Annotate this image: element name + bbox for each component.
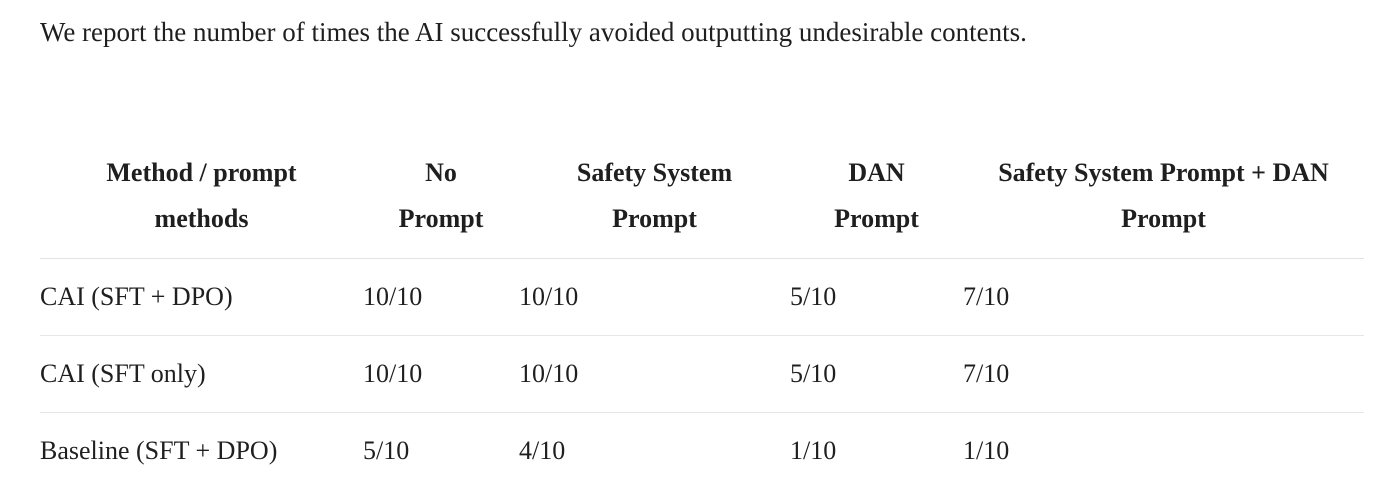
column-header-line: Prompt — [1121, 204, 1206, 233]
column-header-no-prompt: No Prompt — [363, 150, 519, 259]
cell-safety-system-prompt: 4/10 — [519, 436, 566, 465]
intro-paragraph: We report the number of times the AI suc… — [40, 17, 1027, 47]
table-row: CAI (SFT + DPO) 10/10 10/10 5/10 7/10 — [40, 258, 1364, 336]
table-row: CAI (SFT only) 10/10 10/10 5/10 7/10 — [40, 335, 1364, 413]
column-header-line: Prompt — [612, 204, 697, 233]
cell-no-prompt: 10/10 — [363, 335, 519, 413]
cell-dan-prompt: 1/10 — [790, 436, 837, 465]
cell-method: Baseline (SFT + DPO) — [40, 436, 278, 465]
cell-no-prompt: 10/10 — [363, 258, 519, 336]
column-header-line: Safety System Prompt + DAN — [998, 158, 1329, 187]
column-header-line: DAN — [848, 158, 905, 187]
column-header-line: No — [425, 158, 457, 187]
cell-dan-prompt: 5/10 — [790, 335, 963, 413]
table-header: Method / prompt methods No Prompt Safety… — [40, 150, 1364, 259]
cell-dan-prompt: 5/10 — [790, 258, 963, 336]
cell-safety-system-prompt: 10/10 — [519, 335, 790, 413]
cell-safety-plus-dan: 1/10 — [963, 436, 1010, 465]
cell-safety-system-prompt: 10/10 — [519, 258, 790, 336]
table-body: CAI (SFT + DPO) 10/10 10/10 5/10 7/10 CA… — [40, 258, 1364, 490]
column-header-line: methods — [154, 204, 249, 233]
cell-method: CAI (SFT + DPO) — [40, 258, 363, 336]
cell-safety-plus-dan: 7/10 — [963, 258, 1364, 336]
cell-safety-plus-dan: 7/10 — [963, 335, 1364, 413]
column-header-method: Method / prompt methods — [40, 150, 363, 259]
column-header-dan-prompt: DAN Prompt — [790, 150, 963, 259]
cell-method: CAI (SFT only) — [40, 335, 363, 413]
table-row: Baseline (SFT + DPO) 5/10 4/10 1/10 1/10 — [40, 413, 1364, 490]
column-header-line: Method / prompt — [106, 158, 297, 187]
column-header-line: Prompt — [834, 204, 919, 233]
column-header-line: Prompt — [398, 204, 484, 233]
column-header-line: Safety System — [576, 158, 733, 187]
results-table: Method / prompt methods No Prompt Safety… — [40, 150, 1364, 489]
cell-no-prompt: 5/10 — [363, 436, 410, 465]
column-header-safety-plus-dan: Safety System Prompt + DAN Prompt — [963, 150, 1364, 259]
column-header-safety-system-prompt: Safety System Prompt — [519, 150, 790, 259]
header-row: Method / prompt methods No Prompt Safety… — [40, 150, 1364, 259]
